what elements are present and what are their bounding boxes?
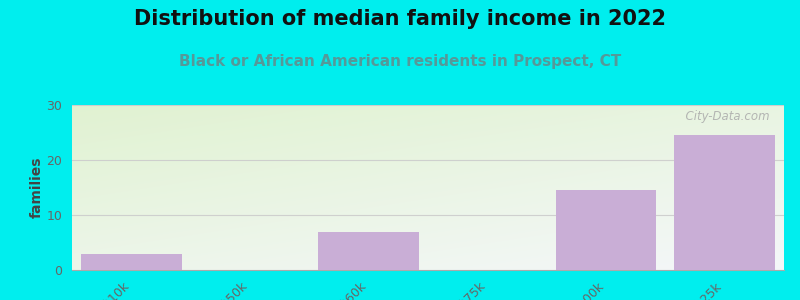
- Bar: [81, 254, 182, 270]
- Bar: [318, 232, 419, 270]
- Text: Distribution of median family income in 2022: Distribution of median family income in …: [134, 9, 666, 29]
- Text: City-Data.com: City-Data.com: [678, 110, 770, 123]
- Text: Black or African American residents in Prospect, CT: Black or African American residents in P…: [179, 54, 621, 69]
- Y-axis label: families: families: [30, 157, 44, 218]
- Bar: [674, 135, 775, 270]
- Bar: [555, 190, 657, 270]
